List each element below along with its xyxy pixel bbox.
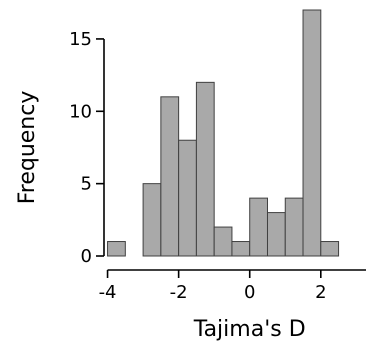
histogram-bar (249, 197, 268, 257)
histogram-bar (231, 241, 251, 257)
x-tick-label: 2 (315, 282, 326, 303)
histogram-bar (284, 197, 304, 257)
histogram-bar (213, 226, 233, 257)
y-tick-label: 15 (69, 29, 92, 50)
y-ticks-group: 0 5 10 15 (69, 29, 104, 267)
histogram-bar (107, 241, 126, 257)
y-tick-label: 5 (81, 174, 92, 195)
histogram-bar (142, 183, 162, 257)
histogram-bar (302, 9, 322, 257)
histogram-bar (195, 81, 215, 257)
y-axis-title: Frequency (15, 91, 40, 205)
x-axis-title: Tajima's D (193, 317, 306, 342)
y-tick-label: 10 (69, 101, 92, 122)
x-tick-label: -2 (170, 282, 188, 303)
histogram-bar (266, 212, 286, 257)
bars-group (107, 9, 340, 257)
histogram-bar (160, 96, 180, 257)
histogram-bar (320, 241, 340, 257)
histogram-bar (178, 139, 197, 257)
x-tick-label: -4 (99, 282, 117, 303)
x-tick-label: 0 (244, 282, 255, 303)
x-ticks-group: -4 -2 0 2 (99, 270, 327, 303)
y-tick-label: 0 (81, 246, 92, 267)
